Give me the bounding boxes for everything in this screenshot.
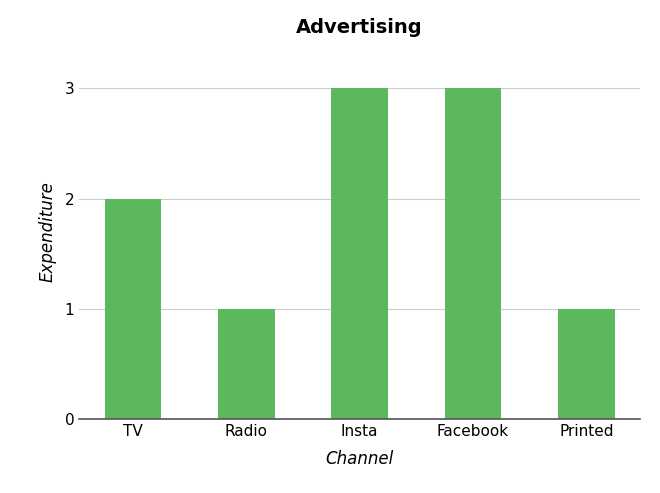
Bar xyxy=(218,309,275,419)
X-axis label: Channel: Channel xyxy=(325,450,394,468)
Bar xyxy=(558,309,614,419)
Y-axis label: Expenditure: Expenditure xyxy=(38,181,56,282)
Title: Advertising: Advertising xyxy=(296,18,423,37)
Bar xyxy=(331,88,388,419)
Bar xyxy=(445,88,502,419)
Bar xyxy=(105,199,161,419)
